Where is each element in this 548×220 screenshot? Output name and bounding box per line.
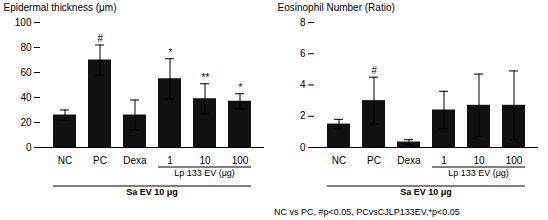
svg-text:60: 60 (20, 67, 32, 78)
svg-text:NC: NC (332, 155, 346, 166)
svg-text:10: 10 (199, 155, 211, 166)
svg-text:100: 100 (15, 17, 32, 28)
svg-text:0: 0 (300, 142, 306, 153)
svg-text:0: 0 (26, 142, 32, 153)
svg-text:Dexa: Dexa (123, 155, 147, 166)
svg-text:1: 1 (167, 155, 173, 166)
svg-text:2: 2 (300, 110, 306, 121)
svg-text:**: ** (201, 72, 210, 83)
svg-text:PC: PC (93, 155, 107, 166)
svg-text:10: 10 (473, 155, 485, 166)
svg-text:Lp 133 EV (μg): Lp 133 EV (μg) (174, 168, 235, 178)
svg-text:Eosinophil Number (Ratio): Eosinophil Number (Ratio) (278, 2, 395, 13)
svg-text:6: 6 (300, 48, 306, 59)
svg-text:100: 100 (232, 155, 249, 166)
svg-text:*: * (238, 82, 243, 93)
svg-text:40: 40 (20, 92, 32, 103)
svg-text:NC: NC (58, 155, 72, 166)
svg-text:PC: PC (367, 155, 381, 166)
svg-text:*: * (168, 47, 173, 58)
svg-text:4: 4 (300, 79, 306, 90)
svg-text:Epidermal thickness (μm): Epidermal thickness (μm) (4, 2, 117, 13)
html-text:NC vs PC, #p<0.05, PCvsCJLP133: NC vs PC, #p<0.05, PCvsCJLP133EV,*p<0.05 (274, 207, 460, 217)
svg-text:Lp 133 EV (μg): Lp 133 EV (μg) (448, 168, 509, 178)
svg-text:Sa EV 10 μg: Sa EV 10 μg (126, 187, 178, 197)
svg-text:20: 20 (20, 117, 32, 128)
svg-text:80: 80 (20, 42, 32, 53)
svg-text:Dexa: Dexa (397, 155, 421, 166)
svg-text:#: # (97, 33, 103, 44)
svg-text:#: # (371, 65, 377, 76)
svg-text:100: 100 (506, 155, 523, 166)
svg-text:1: 1 (441, 155, 447, 166)
svg-text:8: 8 (300, 17, 306, 28)
svg-text:Sa EV 10 μg: Sa EV 10 μg (400, 187, 452, 197)
